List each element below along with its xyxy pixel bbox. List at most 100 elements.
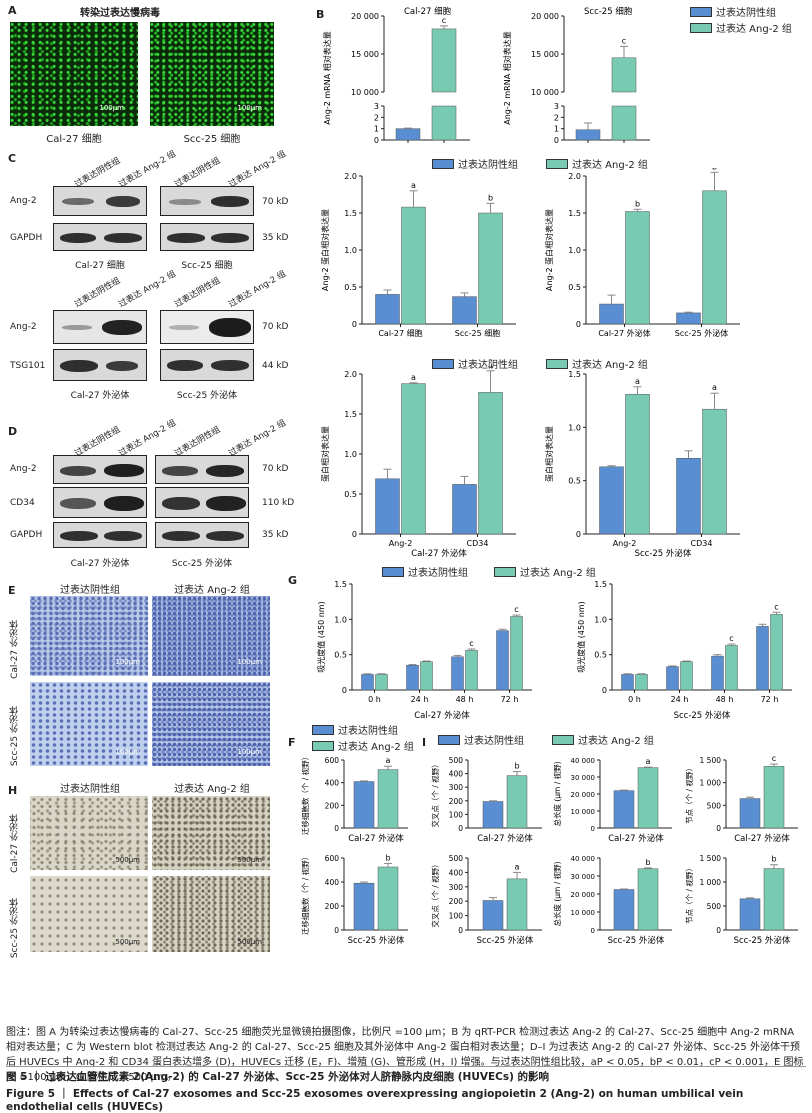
migration-image: 100μm bbox=[30, 596, 148, 676]
y-tick-label: 0 bbox=[716, 926, 721, 935]
x-axis-label: Scc-25 外泌体 bbox=[635, 548, 692, 559]
bar bbox=[763, 766, 785, 829]
y-tick-label: 1.0 bbox=[568, 246, 581, 255]
y-tick-label: 500 bbox=[449, 756, 464, 765]
kd-label: 35 kD bbox=[262, 233, 289, 243]
y-tick-label: 10 000 bbox=[531, 88, 559, 97]
bar bbox=[431, 28, 457, 93]
blot-row-label: GAPDH bbox=[10, 530, 43, 540]
bar bbox=[375, 294, 400, 325]
y-tick-label: 1.5 bbox=[568, 209, 581, 218]
x-tick-label: Ang-2 bbox=[389, 539, 413, 548]
y-tick-label: 0 bbox=[602, 686, 607, 695]
x-tick-label: 48 h bbox=[716, 695, 734, 704]
bar bbox=[395, 128, 421, 141]
y-tick-label: 40 000 bbox=[571, 757, 596, 765]
panel-e-row-label: Scc-25 外泌体 bbox=[10, 706, 20, 767]
kd-label: 70 kD bbox=[262, 322, 289, 332]
panel-f-letter: F bbox=[288, 736, 296, 749]
significance-label: a bbox=[488, 366, 493, 370]
y-tick-label: 1.5 bbox=[334, 580, 347, 589]
chart-f-scc25: 0 200 400 600 迁移细胞数（个 / 视野） b Scc-25 外泌体 bbox=[300, 853, 408, 946]
panel-h-col-label: 过表达 Ang-2 组 bbox=[174, 784, 250, 795]
panel-h-row-label: Cal-27 外泌体 bbox=[10, 814, 20, 873]
scale-bar-label: 100μm bbox=[99, 104, 124, 112]
significance-label: c bbox=[772, 754, 776, 763]
y-axis-label: 吸光度值 (450 nm) bbox=[576, 601, 586, 672]
bar bbox=[361, 674, 374, 691]
significance-label: b bbox=[488, 193, 493, 202]
blot-row-label: Ang-2 bbox=[10, 322, 37, 332]
chart-c-exosomes: 0 0.5 1.0 1.5 2.0 Ang-2 蛋白相对表达量 b Cal-27 外泌体 b Sc… bbox=[544, 168, 740, 338]
y-axis-label: 蛋白相对表达量 bbox=[320, 426, 330, 482]
lane-label: 过表达 Ang-2 组 bbox=[227, 418, 288, 459]
significance-label: b bbox=[771, 855, 776, 864]
bar bbox=[478, 212, 503, 325]
legend-label-ang: 过表达 Ang-2 组 bbox=[338, 742, 414, 753]
legend-neg: 过表达阴性组 bbox=[312, 722, 398, 737]
blot-ang2-scc25-exo bbox=[160, 310, 254, 344]
legend-swatch-ang bbox=[690, 22, 712, 33]
bar bbox=[676, 312, 701, 325]
blot-d-ang2-cal27 bbox=[53, 455, 147, 484]
y-tick-label: 0 bbox=[458, 926, 463, 935]
x-axis-label: Cal-27 外泌体 bbox=[411, 548, 467, 559]
lane-label: 过表达阴性组 bbox=[173, 424, 223, 459]
bar bbox=[621, 674, 634, 691]
panel-a-title: 转染过表达慢病毒 bbox=[80, 8, 160, 19]
legend-ang: 过表达 Ang-2 组 bbox=[494, 564, 596, 579]
y-axis-label: Ang-2 蛋白相对表达量 bbox=[320, 209, 330, 291]
kd-label: 35 kD bbox=[262, 530, 289, 540]
y-tick-label: 30 000 bbox=[571, 774, 596, 782]
lane-label: 过表达阴性组 bbox=[173, 275, 223, 310]
y-tick-label: 3 bbox=[374, 102, 379, 111]
divider bbox=[6, 1066, 806, 1067]
bar bbox=[478, 392, 503, 535]
migration-image: 100μm bbox=[152, 682, 270, 766]
significance-label: c bbox=[774, 602, 778, 611]
bar bbox=[756, 626, 769, 691]
bar bbox=[711, 655, 724, 691]
bar bbox=[406, 665, 419, 691]
blot-d-cd34-cal27 bbox=[53, 487, 147, 518]
bar bbox=[375, 674, 388, 691]
blot-d-cd34-scc25 bbox=[155, 487, 249, 518]
y-tick-label: 10 000 bbox=[571, 808, 596, 816]
figure-note: 图注：图 A 为转染过表达慢病毒的 Cal-27、Scc-25 细胞荧光显微镜拍… bbox=[6, 1027, 804, 1083]
y-tick-label: 1 500 bbox=[700, 756, 722, 765]
bar bbox=[452, 296, 477, 325]
blot-caption: Cal-27 细胞 bbox=[75, 261, 125, 271]
x-tick-label: 72 h bbox=[761, 695, 779, 704]
y-tick-label: 15 000 bbox=[351, 50, 379, 59]
y-tick-label: 0 bbox=[716, 824, 721, 833]
bar bbox=[702, 190, 727, 325]
legend-label-neg: 过表达阴性组 bbox=[458, 360, 518, 371]
chart-title: Cal-27 细胞 bbox=[404, 6, 452, 17]
bar bbox=[611, 105, 637, 141]
lane-label: 过表达阴性组 bbox=[73, 155, 123, 190]
y-axis-label: Ang-2 mRNA 相对表达量 bbox=[322, 31, 332, 125]
tube-formation-image: 500μm bbox=[152, 876, 270, 952]
blot-caption: Cal-27 外泌体 bbox=[70, 391, 130, 401]
y-tick-label: 400 bbox=[325, 779, 340, 788]
bar bbox=[725, 645, 738, 691]
panel-a-caption-scc25: Scc-25 细胞 bbox=[183, 134, 241, 145]
bar bbox=[625, 394, 650, 535]
legend-ang: 过表达 Ang-2 组 bbox=[546, 356, 648, 371]
chart-i-cal27-junctions: 0 100 200 300 400 500 交叉点（个 / 视野） b Cal-27 外泌体 bbox=[430, 756, 542, 844]
y-tick-label: 1.0 bbox=[568, 423, 581, 432]
significance-label: a bbox=[712, 383, 717, 392]
y-tick-label: 1.5 bbox=[568, 370, 581, 379]
tube-formation-image: 500μm bbox=[30, 876, 148, 952]
y-tick-label: 0 bbox=[591, 825, 595, 833]
y-tick-label: 2.0 bbox=[344, 172, 357, 181]
significance-label: b bbox=[514, 762, 519, 771]
y-tick-label: 1 bbox=[374, 125, 379, 134]
y-tick-label: 0.5 bbox=[568, 477, 581, 486]
y-tick-label: 0 bbox=[352, 530, 357, 539]
lane-label: 过表达 Ang-2 组 bbox=[117, 418, 178, 459]
y-axis-label: 节点（个 / 视野） bbox=[684, 864, 694, 924]
panel-g-letter: G bbox=[288, 574, 298, 587]
lane-label: 过表达阴性组 bbox=[73, 275, 123, 310]
lane-label: 过表达 Ang-2 组 bbox=[227, 269, 288, 310]
